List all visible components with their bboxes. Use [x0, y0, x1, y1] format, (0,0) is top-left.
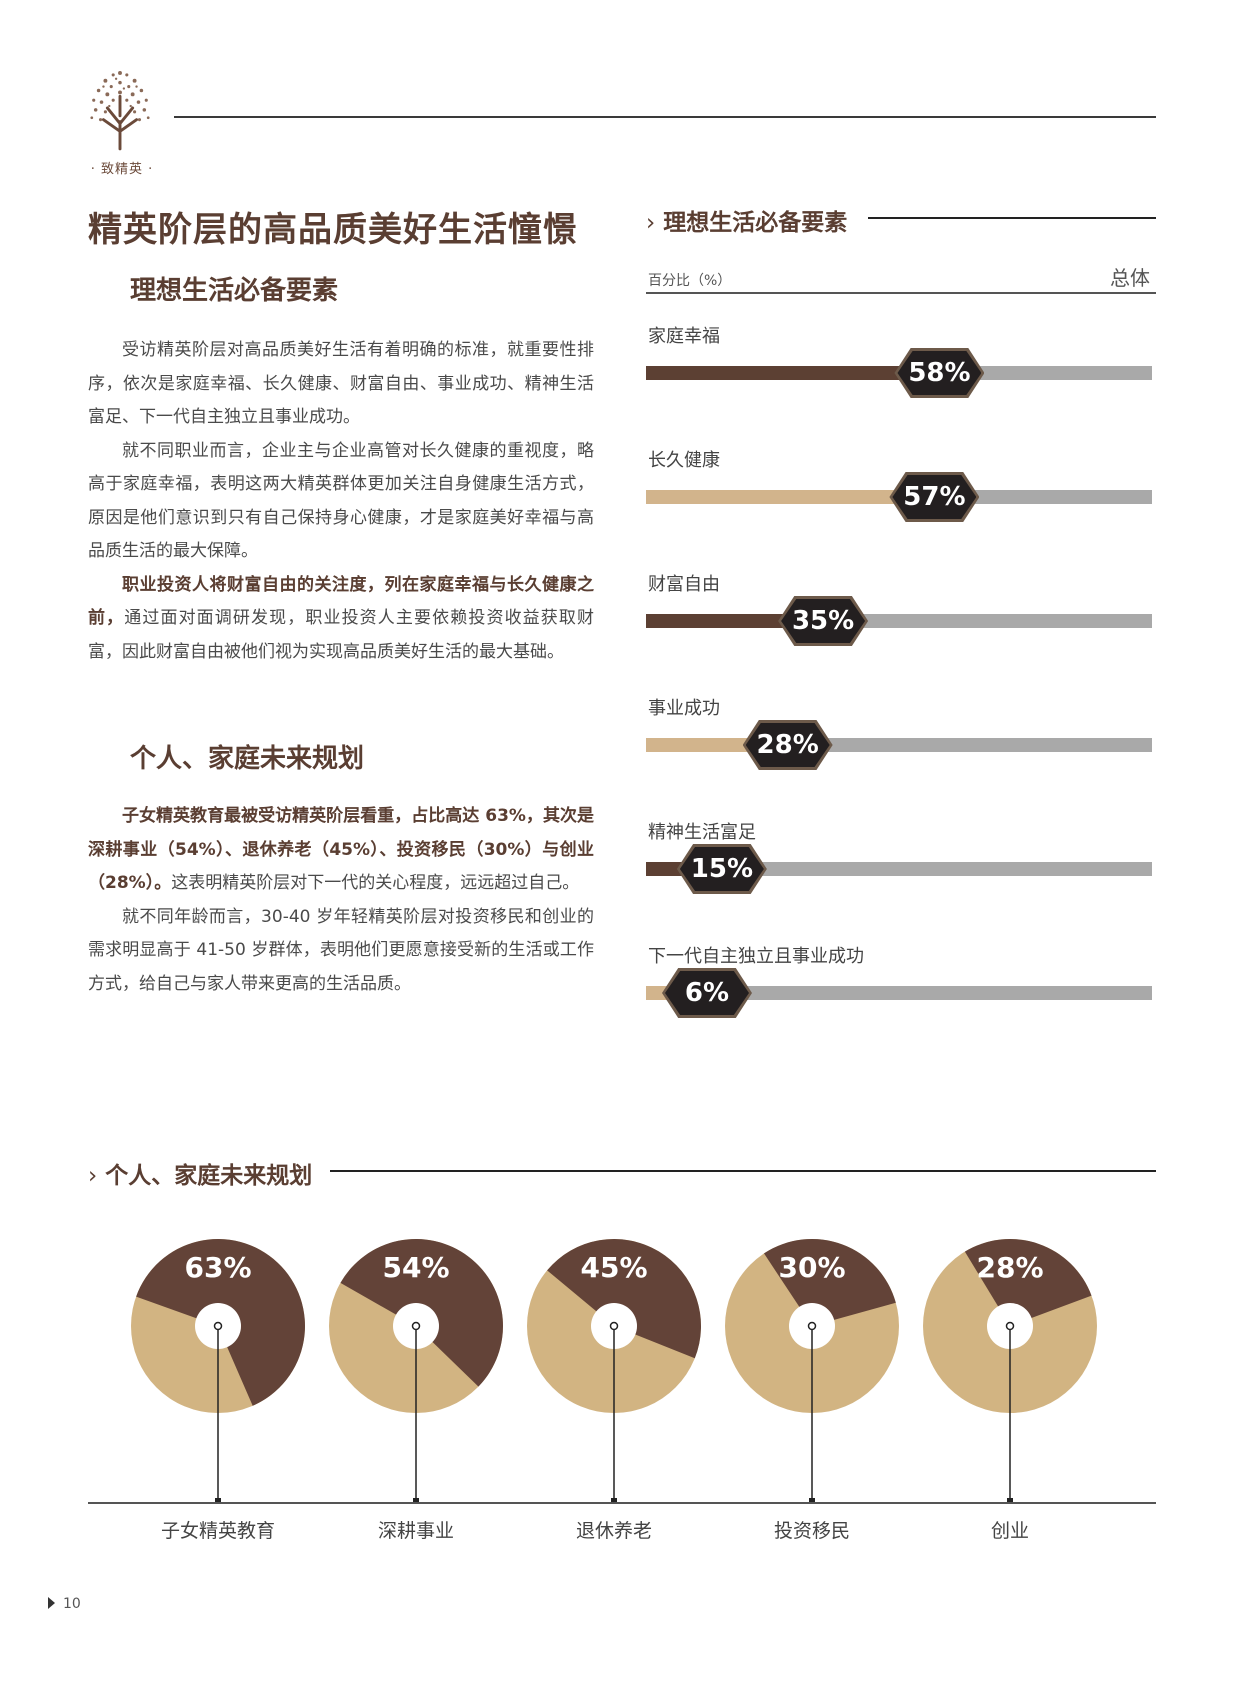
bar-section-title: › 理想生活必备要素	[646, 203, 847, 237]
bar-value-label: 57%	[892, 475, 977, 519]
page-number-text: 10	[63, 1596, 81, 1612]
unit-label: 百分比（%）	[648, 273, 732, 289]
pie-leader-dot	[411, 1321, 421, 1331]
pie-leader-anchor	[215, 1498, 221, 1504]
pie-leader-anchor	[1007, 1498, 1013, 1504]
pie-category-label: 投资移民	[773, 1520, 850, 1542]
pie-leader-anchor	[809, 1498, 815, 1504]
bar-value-label: 58%	[897, 351, 982, 395]
pie-share-slice	[964, 1239, 1092, 1326]
bar-value-label: 35%	[781, 599, 866, 643]
bar-fill	[646, 614, 824, 628]
bar-value-badge: 57%	[889, 472, 980, 522]
bar-track	[646, 614, 1152, 628]
bar-value-badge: 35%	[778, 596, 869, 646]
bar-label: 财富自由	[648, 574, 720, 595]
section-title-future-plan: 个人、家庭未来规划	[130, 744, 365, 774]
pie-value-label: 63%	[184, 1251, 251, 1284]
pie-leader-anchor	[413, 1498, 419, 1504]
bar-value-badge: 28%	[742, 720, 833, 770]
unit-divider	[646, 292, 1156, 294]
pie-leader-dot	[609, 1321, 619, 1331]
pie-leader-dot	[213, 1321, 223, 1331]
pie-section-title: › 个人、家庭未来规划	[88, 1156, 312, 1190]
pie-share-slice	[764, 1239, 896, 1326]
tree-logo-icon	[90, 71, 150, 151]
paragraph: 就不同年龄而言，30-40 岁年轻精英阶层对投资移民和创业的需求明显高于 41-…	[88, 906, 594, 994]
paragraph: 就不同职业而言，企业主与企业高管对长久健康的重视度，略高于家庭幸福，表明这两大精…	[88, 440, 594, 562]
chevron-right-icon: ›	[646, 210, 656, 236]
bar-value-badge: 58%	[894, 348, 985, 398]
section-body-future-plan: 子女精英教育最被受访精英阶层看重，占比高达 63%，其次是深耕事业（54%）、退…	[88, 800, 594, 1001]
header-divider	[174, 116, 1156, 118]
bold-text: 子女精英教育最被受访精英阶层看重，占比高达 63%，其次是深耕事业（54%）、退…	[88, 806, 594, 893]
page-number: 10	[48, 1596, 81, 1612]
logo-caption: · 致精英 ·	[90, 162, 154, 177]
bar-value-label: 6%	[665, 971, 749, 1015]
pie-category-label: 深耕事业	[377, 1520, 454, 1542]
pie-category-label: 子女精英教育	[160, 1520, 275, 1542]
bar-track	[646, 738, 1152, 752]
bar-value-label: 28%	[745, 723, 830, 767]
section-body-ideal-life: 受访精英阶层对高品质美好生活有着明确的标准，就重要性排序，依次是家庭幸福、长久健…	[88, 334, 594, 669]
pie-section-divider	[330, 1170, 1156, 1172]
bar-label: 事业成功	[648, 698, 720, 719]
pie-baseline	[88, 1502, 1156, 1504]
bar-value-badge: 6%	[662, 968, 752, 1018]
paragraph-text: 这表明精英阶层对下一代的关心程度，远远超过自己。	[171, 873, 580, 893]
play-icon	[48, 1597, 55, 1609]
bar-label: 家庭幸福	[648, 326, 720, 347]
bar-fill	[646, 366, 940, 380]
bold-text: 职业投资人将财富自由的关注度，列在家庭幸福与长久健康之前，	[88, 574, 594, 629]
overall-label: 总体	[1110, 266, 1150, 290]
pie-category-label: 创业	[990, 1520, 1029, 1542]
bar-section-title-text: 理想生活必备要素	[663, 210, 848, 236]
paragraph: 职业投资人将财富自由的关注度，列在家庭幸福与长久健康之前，通过面对面调研发现，职…	[88, 569, 594, 670]
bar-label: 下一代自主独立且事业成功	[648, 946, 864, 967]
paragraph: 受访精英阶层对高品质美好生活有着明确的标准，就重要性排序，依次是家庭幸福、长久健…	[88, 340, 594, 427]
pie-section-title-text: 个人、家庭未来规划	[105, 1163, 313, 1189]
pie-value-label: 54%	[382, 1251, 449, 1284]
pie-category-label: 退休养老	[575, 1520, 652, 1542]
paragraph-text: 通过面对面调研发现，职业投资人主要依赖投资收益获取财富，因此财富自由被他们视为实…	[88, 608, 595, 662]
pie-leader-dot	[807, 1321, 817, 1331]
pie-chart-row: 63% 54% 45% 30% 28%	[131, 1239, 1097, 1504]
chevron-right-icon: ›	[88, 1163, 98, 1189]
pie-value-label: 28%	[976, 1251, 1043, 1284]
pie-share-slice	[547, 1239, 702, 1359]
pie-value-label: 30%	[778, 1251, 845, 1284]
bar-label: 精神生活富足	[648, 822, 756, 843]
bar-section-divider	[868, 217, 1156, 219]
bar-value-label: 15%	[679, 847, 764, 891]
section-title-ideal-life: 理想生活必备要素	[130, 276, 339, 306]
bar-label: 长久健康	[648, 450, 720, 471]
pie-value-label: 45%	[580, 1251, 647, 1284]
pie-leader-dot	[1005, 1321, 1015, 1331]
page-title: 精英阶层的高品质美好生活憧憬	[88, 210, 578, 250]
bar-fill	[646, 490, 935, 504]
paragraph: 子女精英教育最被受访精英阶层看重，占比高达 63%，其次是深耕事业（54%）、退…	[88, 800, 594, 901]
pie-leader-anchor	[611, 1498, 617, 1504]
bar-value-badge: 15%	[676, 844, 767, 894]
